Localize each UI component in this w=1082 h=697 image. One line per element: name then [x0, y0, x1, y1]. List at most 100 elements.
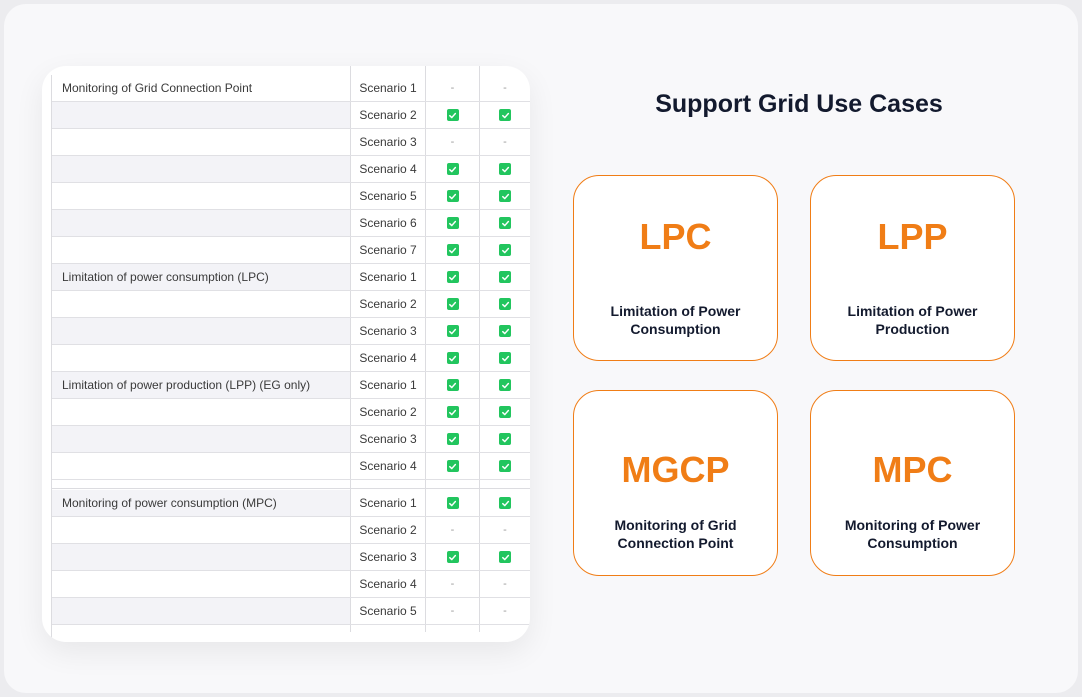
- dash-mark: -: [503, 605, 507, 617]
- table-row: Scenario 3 - -: [52, 129, 530, 156]
- scenario-cell: Scenario 1: [350, 490, 425, 516]
- check-icon: [446, 163, 459, 175]
- status-cell: [425, 291, 479, 317]
- status-cell: [425, 264, 479, 290]
- check-icon: [446, 433, 459, 445]
- use-case-description: Limitation of Power Consumption: [610, 303, 741, 337]
- dash-mark: -: [503, 578, 507, 590]
- table-row: Monitoring of Grid Connection Point Scena…: [52, 75, 530, 102]
- status-cell: -: [479, 598, 530, 624]
- check-icon: [446, 460, 459, 472]
- use-case-abbreviation: LPC: [639, 216, 712, 257]
- table-row: Scenario 4 - -: [52, 571, 530, 598]
- panel-title: Support Grid Use Cases: [655, 90, 943, 118]
- status-cell: -: [479, 75, 530, 101]
- status-cell: -: [479, 517, 530, 543]
- use-case-cell: [52, 183, 350, 209]
- check-icon: [499, 497, 511, 509]
- scenario-cell: Scenario 4: [350, 345, 425, 371]
- use-case-cell: [52, 598, 350, 624]
- use-case-abbreviation: MPC: [872, 449, 953, 490]
- dash-mark: -: [503, 524, 507, 536]
- status-cell: -: [425, 129, 479, 155]
- table-row: Scenario 2: [52, 399, 530, 426]
- check-icon: [499, 406, 511, 418]
- scenario-cell: Scenario 5: [350, 598, 425, 624]
- scenario-cell: Scenario 5: [350, 183, 425, 209]
- use-case-cell: [52, 453, 350, 479]
- use-case-card-mgcp: MGCP Monitoring of Grid Connection Point: [573, 390, 778, 576]
- use-case-cell: [52, 318, 350, 344]
- status-cell: [479, 453, 530, 479]
- status-cell: [479, 210, 530, 236]
- status-cell: -: [425, 571, 479, 597]
- table-row: Scenario 4: [52, 345, 530, 372]
- use-case-cell: [52, 517, 350, 543]
- status-cell: [425, 210, 479, 236]
- check-icon: [499, 217, 511, 229]
- check-icon: [446, 298, 459, 310]
- scenario-cell: Scenario 2: [350, 517, 425, 543]
- table-row: Scenario 3: [52, 318, 530, 345]
- scenario-cell: Scenario 1: [350, 372, 425, 398]
- use-case-card-lpc: LPC Limitation of Power Consumption: [573, 175, 778, 361]
- scenario-cell: Scenario 3: [350, 318, 425, 344]
- status-cell: [479, 372, 530, 398]
- scenario-cell: Scenario 4: [350, 156, 425, 182]
- check-icon: [499, 460, 511, 472]
- use-case-cell: [52, 237, 350, 263]
- status-cell: [479, 102, 530, 128]
- status-cell: -: [479, 571, 530, 597]
- status-cell: [479, 345, 530, 371]
- scenario-cell: Scenario 3: [350, 129, 425, 155]
- check-icon: [446, 217, 459, 229]
- table-row: Scenario 2: [52, 291, 530, 318]
- status-cell: [425, 156, 479, 182]
- check-icon: [446, 244, 459, 256]
- check-icon: [499, 298, 511, 310]
- status-cell: [425, 399, 479, 425]
- dash-mark: -: [450, 82, 455, 94]
- status-cell: [425, 237, 479, 263]
- table-row: Scenario 3: [52, 426, 530, 453]
- status-cell: [425, 426, 479, 452]
- use-case-cell: [52, 102, 350, 128]
- use-case-cell: [52, 345, 350, 371]
- table-row: Limitation of power consumption (LPC) Sce…: [52, 264, 530, 291]
- dash-mark: -: [450, 136, 455, 148]
- status-cell: [425, 183, 479, 209]
- status-cell: [479, 183, 530, 209]
- table-row: Scenario 3: [52, 544, 530, 571]
- dash-mark: -: [503, 82, 507, 94]
- status-cell: [479, 291, 530, 317]
- scenario-cell: Scenario 7: [350, 237, 425, 263]
- status-cell: [425, 345, 479, 371]
- table-row: Limitation of power production (LPP) (EG…: [52, 372, 530, 399]
- use-case-cell: Monitoring of power consumption (MPC): [52, 490, 350, 516]
- check-icon: [499, 244, 511, 256]
- status-cell: [425, 490, 479, 516]
- table-left-border: [51, 75, 52, 641]
- status-cell: [479, 490, 530, 516]
- check-icon: [446, 109, 459, 121]
- status-cell: [425, 453, 479, 479]
- dash-mark: -: [450, 524, 455, 536]
- check-icon: [446, 190, 459, 202]
- use-case-cell: [52, 399, 350, 425]
- status-cell: -: [425, 598, 479, 624]
- status-cell: [479, 426, 530, 452]
- section-divider: [52, 488, 530, 489]
- check-icon: [499, 109, 511, 121]
- use-case-description: Limitation of Power Production: [847, 303, 978, 337]
- table-row: Scenario 2 - -: [52, 517, 530, 544]
- use-case-cell: [52, 571, 350, 597]
- use-case-cell: [52, 544, 350, 570]
- check-icon: [446, 352, 459, 364]
- scenario-cell: Scenario 1: [350, 75, 425, 101]
- use-case-cell: [52, 156, 350, 182]
- dash-mark: -: [503, 136, 507, 148]
- status-cell: -: [425, 75, 479, 101]
- check-icon: [446, 551, 459, 563]
- page-frame: Monitoring of Grid Connection Point Scena…: [4, 4, 1078, 693]
- check-icon: [499, 163, 511, 175]
